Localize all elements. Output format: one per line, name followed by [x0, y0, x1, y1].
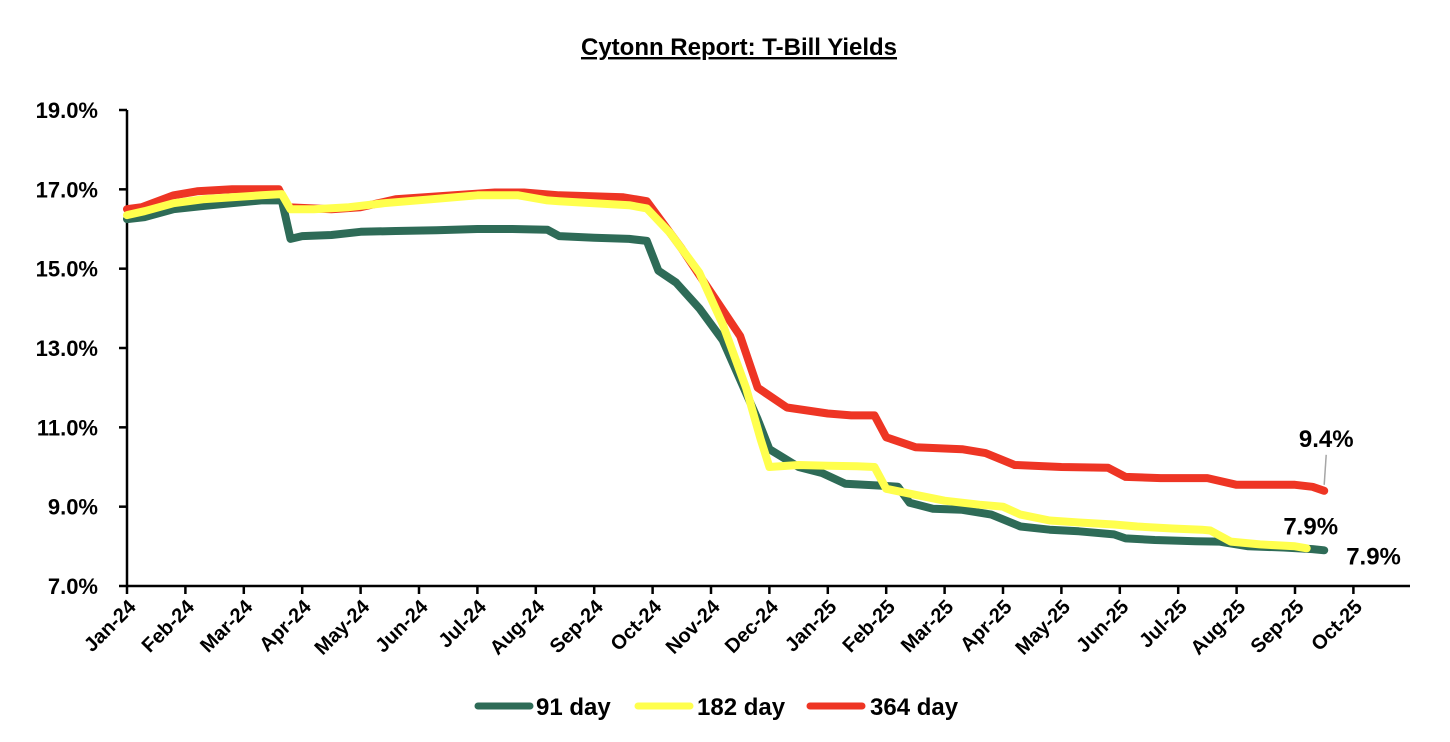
- legend-label-182-day: 182 day: [697, 694, 786, 721]
- y-tick-label: 17.0%: [36, 177, 98, 202]
- legend-label-364-day: 364 day: [870, 694, 959, 721]
- y-axis: 7.0% 9.0% 11.0% 13.0% 15.0% 17.0% 19.0%: [36, 98, 129, 599]
- x-tick-label: Sep-25: [1247, 596, 1309, 658]
- x-tick-label: Nov-24: [662, 595, 725, 658]
- legend-item-364-day[interactable]: 364 day: [806, 694, 959, 721]
- x-tick-label: Aug-25: [1187, 596, 1250, 659]
- x-tick-label: Dec-24: [721, 595, 784, 658]
- x-tick-label: Sep-24: [546, 595, 609, 658]
- x-tick-label: Oct-25: [1307, 596, 1367, 656]
- chart-title: Cytonn Report: T-Bill Yields: [581, 34, 897, 61]
- x-tick-label: Jan-25: [781, 596, 841, 656]
- series-line-182-day: [123, 190, 1311, 553]
- x-tick-label: Jun-24: [371, 595, 433, 657]
- x-tick-label: May-25: [1011, 596, 1075, 660]
- leader-line: [1323, 454, 1327, 485]
- x-tick-label: Feb-25: [839, 596, 900, 657]
- x-tick-label: Mar-25: [897, 596, 958, 657]
- plot-area: [123, 185, 1329, 555]
- data-labels: 9.4% 7.9% 7.9%: [1283, 426, 1401, 571]
- x-tick-label: Feb-24: [138, 595, 200, 657]
- x-tick-label: Apr-25: [956, 596, 1016, 656]
- x-tick-label: Mar-24: [196, 595, 258, 657]
- data-label-91-day: 7.9%: [1346, 543, 1401, 570]
- x-tick-label: Aug-24: [486, 595, 550, 659]
- legend-item-91-day[interactable]: 91 day: [474, 694, 611, 721]
- x-tick-label: Jan-24: [80, 595, 141, 656]
- data-label-182-day: 7.9%: [1283, 513, 1338, 540]
- x-tick-label: Jul-25: [1135, 596, 1191, 652]
- x-tick-label: Jun-25: [1072, 596, 1133, 657]
- y-tick-label: 19.0%: [36, 98, 98, 123]
- y-tick-label: 13.0%: [36, 336, 98, 361]
- y-tick-label: 11.0%: [37, 415, 98, 440]
- series-line-91-day: [123, 196, 1329, 555]
- y-tick-label: 15.0%: [36, 257, 98, 282]
- x-tick-label: Oct-24: [607, 595, 667, 655]
- x-tick-label: Apr-24: [255, 595, 316, 656]
- legend-item-182-day[interactable]: 182 day: [634, 694, 786, 721]
- x-tick-label: Jul-24: [434, 595, 491, 652]
- y-tick-label: 9.0%: [48, 495, 98, 520]
- y-tick-label: 7.0%: [48, 574, 98, 599]
- x-tick-label: May-24: [311, 595, 375, 659]
- legend-label-91-day: 91 day: [536, 694, 611, 721]
- legend: 91 day 182 day 364 day: [474, 694, 959, 721]
- data-label-364-day: 9.4%: [1299, 426, 1354, 453]
